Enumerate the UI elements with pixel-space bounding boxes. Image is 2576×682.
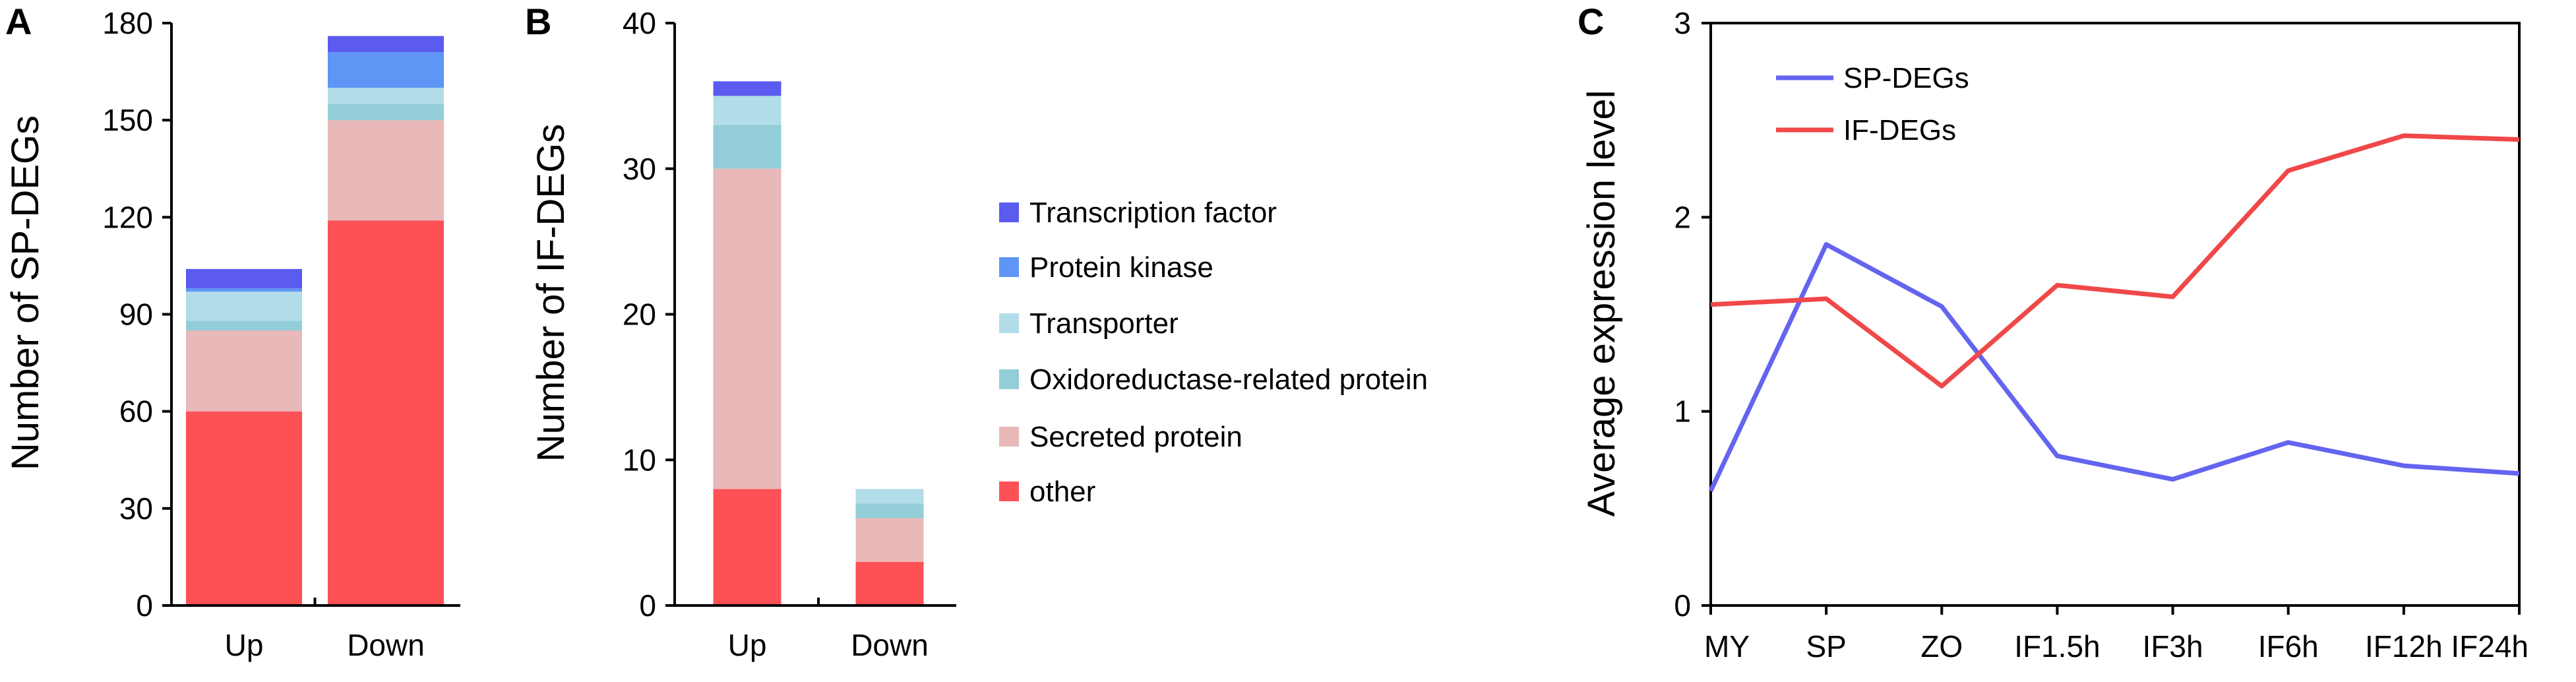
panel-b-y-tick-label: 0 xyxy=(639,588,656,623)
panel-a-bar-segment xyxy=(328,120,444,221)
panel-a-bar-segment xyxy=(328,220,444,605)
panel-a-bar-segment xyxy=(186,268,302,289)
panel-a: A Number of SP-DEGs 0 30 60 90 120 150 180 Up D… xyxy=(4,1,460,662)
panel-c-y-tick-label: 0 xyxy=(1674,588,1691,623)
panel-c-x-tick-label: IF6h xyxy=(2258,629,2319,664)
legend-swatch xyxy=(999,313,1019,333)
panel-c-y-tick-label: 2 xyxy=(1674,200,1691,234)
legend-swatch xyxy=(999,369,1019,389)
panel-c-series-line-if-degs xyxy=(1710,133,2520,388)
panel-c-y-tick-label: 1 xyxy=(1674,394,1691,429)
panel-c-plot-frame xyxy=(1709,22,2521,607)
panel-b-label: B xyxy=(525,1,551,42)
panel-a-bar-segment xyxy=(328,88,444,104)
bar-legend: Transcription factor Protein kinase Transp… xyxy=(999,197,1428,508)
panel-b-bar-segment xyxy=(713,125,782,169)
panel-c-x-tick-label: IF12h xyxy=(2365,629,2443,664)
panel-c: C Average expression level 0 1 2 3 MY SP ZO IF… xyxy=(1578,1,2529,664)
panel-a-y-tick-label: 90 xyxy=(119,297,153,332)
legend-label: Secreted protein xyxy=(1029,421,1242,453)
panel-c-label: C xyxy=(1578,1,1604,42)
panel-a-bar-segment xyxy=(186,411,302,605)
legend-swatch xyxy=(999,202,1019,222)
panel-c-x-tick-label: IF3h xyxy=(2143,629,2203,664)
panel-b-y-tick-label: 40 xyxy=(623,6,656,40)
panel-c-legend-label: SP-DEGs xyxy=(1843,62,1969,94)
panel-b-x-tick-label: Down xyxy=(851,628,929,662)
panel-c-x-ticks: MY SP ZO IF1.5h IF3h IF6h IF12h IF24h xyxy=(1704,605,2529,664)
panel-a-bar-segment xyxy=(328,52,444,88)
panel-b-bar-segment xyxy=(713,96,782,125)
panel-b-bar-segment xyxy=(855,489,924,504)
panel-a-x-tick-label: Down xyxy=(347,628,425,662)
panel-c-series-line-sp-degs xyxy=(1708,242,2520,492)
panel-c-y-axis-title: Average expression level xyxy=(1580,90,1623,517)
panel-b-bar-segment xyxy=(713,168,782,489)
panel-a-bar-segment xyxy=(328,104,444,121)
panel-a-x-tick-label: Up xyxy=(225,628,264,662)
panel-a-bar-segment xyxy=(186,330,302,412)
panel-b-y-tick-label: 30 xyxy=(623,152,656,186)
panel-c-x-tick-label: MY xyxy=(1704,629,1750,664)
panel-a-label: A xyxy=(5,1,32,42)
panel-a-y-tick-label: 0 xyxy=(136,588,153,623)
panel-b-bar-segment xyxy=(855,518,924,562)
panel-a-bar-segment xyxy=(186,288,302,292)
panel-a-y-axis-title: Number of SP-DEGs xyxy=(4,115,47,470)
panel-a-bar-segment xyxy=(328,36,444,53)
panel-b-bar-segment xyxy=(713,81,782,96)
panel-c-y-tick-label: 3 xyxy=(1674,6,1691,40)
panel-c-x-tick-label: SP xyxy=(1806,629,1846,664)
panel-b-y-ticks: 0 10 20 30 40 xyxy=(623,6,675,623)
panel-a-y-tick-label: 150 xyxy=(102,103,153,137)
legend-swatch xyxy=(999,427,1019,447)
panel-c-y-ticks: 0 1 2 3 xyxy=(1674,6,1711,623)
legend-label: Oxidoreductase-related protein xyxy=(1029,363,1428,396)
panel-c-x-tick-label: ZO xyxy=(1920,629,1963,664)
panel-b-y-tick-label: 10 xyxy=(623,443,656,477)
panel-a-y-tick-label: 30 xyxy=(119,491,153,526)
panel-b-y-axis-title: Number of IF-DEGs xyxy=(530,124,572,462)
legend-label: Transporter xyxy=(1029,307,1179,340)
panel-a-y-tick-label: 120 xyxy=(102,200,153,234)
panel-b-bar-segment xyxy=(855,503,924,518)
panel-b: B Number of IF-DEGs 0 10 20 30 40 Up Down xyxy=(525,1,956,662)
panel-a-bar-segment xyxy=(186,321,302,331)
legend-label: other xyxy=(1029,476,1095,508)
panel-c-x-tick-label: IF24h xyxy=(2451,629,2529,664)
panel-a-x-ticks: Up Down xyxy=(225,598,425,662)
legend-swatch xyxy=(999,481,1019,501)
panel-a-bars xyxy=(186,36,444,605)
panel-a-y-tick-label: 180 xyxy=(102,6,153,40)
legend-label: Transcription factor xyxy=(1029,197,1277,229)
panel-a-bar-segment xyxy=(186,292,302,321)
panel-a-y-tick-label: 60 xyxy=(119,394,153,429)
panel-c-legend-label: IF-DEGs xyxy=(1843,114,1956,146)
panel-c-x-tick-label: IF1.5h xyxy=(2014,629,2100,664)
panel-b-y-tick-label: 20 xyxy=(623,297,656,332)
panel-b-x-tick-label: Up xyxy=(728,628,767,662)
panel-c-lines xyxy=(1708,133,2520,492)
panel-b-bar-segment xyxy=(855,561,924,605)
legend-label: Protein kinase xyxy=(1029,251,1213,284)
panel-a-y-ticks: 0 30 60 90 120 150 180 xyxy=(102,6,171,623)
panel-b-bars xyxy=(713,81,924,605)
panel-b-bar-segment xyxy=(713,489,782,605)
panel-b-x-ticks: Up Down xyxy=(728,598,929,662)
legend-swatch xyxy=(999,257,1019,277)
panel-c-legend: SP-DEGs IF-DEGs xyxy=(1776,62,1969,146)
